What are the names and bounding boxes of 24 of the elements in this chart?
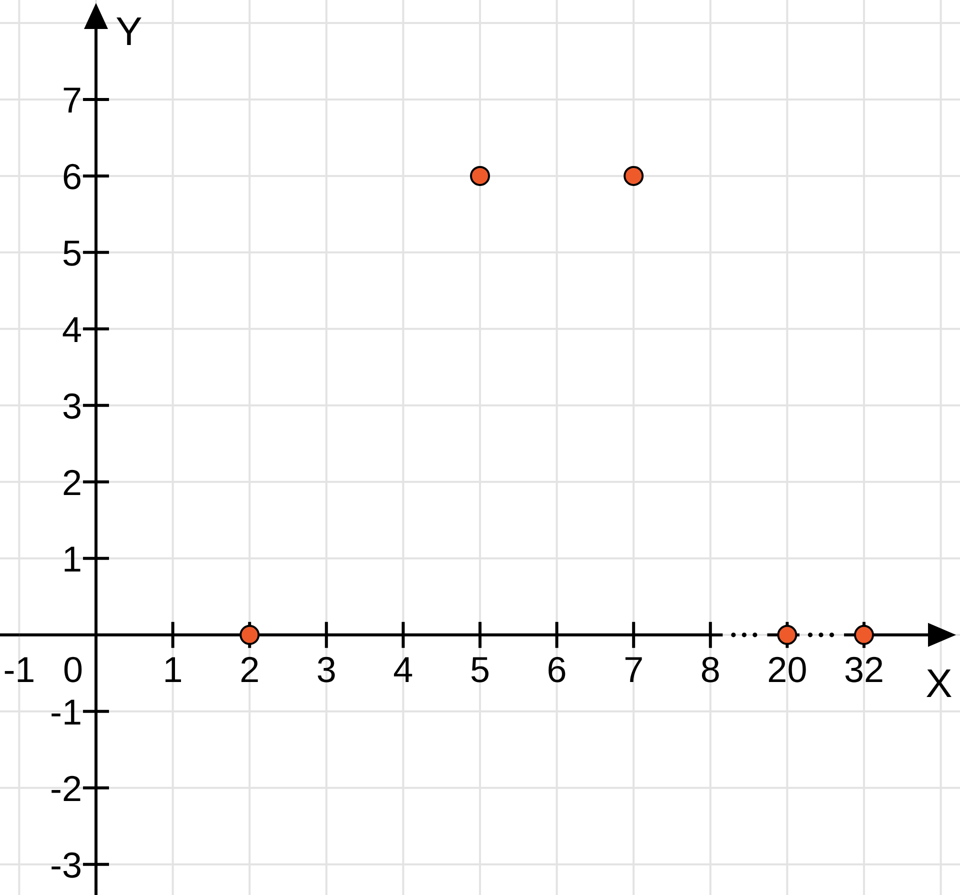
y-tick-label: -1 bbox=[50, 691, 82, 732]
y-tick-label: 3 bbox=[62, 385, 82, 426]
x-tick-label: 6 bbox=[546, 648, 567, 690]
y-tick-label: 6 bbox=[62, 156, 82, 197]
x-tick-label: 0 bbox=[62, 648, 84, 690]
x-tick-label: 5 bbox=[470, 648, 490, 690]
x-tick-label: 2 bbox=[240, 648, 260, 690]
x-tick-label: 20 bbox=[767, 648, 808, 690]
y-tick-label: 2 bbox=[62, 462, 82, 503]
x-tick-label: -1 bbox=[3, 648, 36, 690]
x-tick-label: 1 bbox=[162, 648, 183, 690]
y-tick-label: 5 bbox=[62, 232, 82, 274]
x-tick-label: 8 bbox=[700, 648, 720, 690]
x-tick-label: 4 bbox=[393, 648, 414, 690]
y-tick-label: -2 bbox=[50, 768, 82, 809]
x-axis-title: X bbox=[926, 662, 952, 706]
y-tick-label: 1 bbox=[62, 538, 82, 580]
y-axis-title: Y bbox=[116, 10, 142, 54]
y-tick-label: -3 bbox=[50, 844, 82, 886]
x-tick-label: 7 bbox=[624, 648, 644, 690]
x-tick-label: 32 bbox=[844, 648, 884, 690]
y-tick-label: 4 bbox=[62, 308, 82, 350]
x-tick-label: 3 bbox=[316, 648, 336, 690]
y-tick-label: 7 bbox=[62, 79, 82, 120]
